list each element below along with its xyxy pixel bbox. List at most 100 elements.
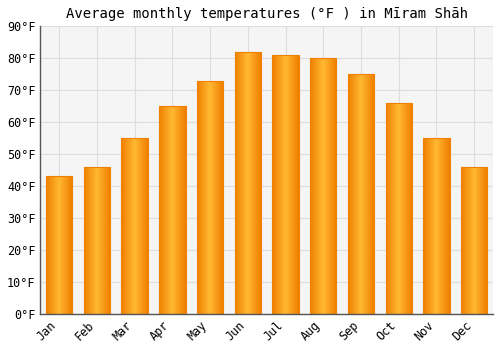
Bar bbox=[390, 103, 391, 314]
Bar bbox=[467, 167, 468, 314]
Bar bbox=[439, 138, 440, 314]
Bar bbox=[386, 103, 412, 314]
Bar bbox=[316, 58, 318, 314]
Bar bbox=[175, 106, 176, 314]
Bar bbox=[204, 80, 205, 314]
Bar bbox=[89, 167, 90, 314]
Bar bbox=[220, 80, 222, 314]
Bar bbox=[364, 74, 365, 314]
Bar bbox=[167, 106, 168, 314]
Bar bbox=[185, 106, 186, 314]
Bar bbox=[51, 176, 52, 314]
Bar bbox=[463, 167, 464, 314]
Bar bbox=[64, 176, 65, 314]
Bar bbox=[373, 74, 374, 314]
Bar bbox=[46, 176, 48, 314]
Bar bbox=[402, 103, 404, 314]
Bar bbox=[238, 52, 239, 314]
Bar bbox=[58, 176, 59, 314]
Bar bbox=[84, 167, 110, 314]
Bar bbox=[478, 167, 479, 314]
Bar bbox=[95, 167, 96, 314]
Bar bbox=[387, 103, 388, 314]
Bar bbox=[106, 167, 107, 314]
Bar bbox=[429, 138, 430, 314]
Bar bbox=[201, 80, 202, 314]
Bar bbox=[68, 176, 69, 314]
Bar bbox=[245, 52, 246, 314]
Bar bbox=[259, 52, 260, 314]
Bar bbox=[214, 80, 216, 314]
Bar bbox=[476, 167, 477, 314]
Bar bbox=[176, 106, 177, 314]
Bar bbox=[103, 167, 104, 314]
Bar bbox=[70, 176, 71, 314]
Bar bbox=[434, 138, 435, 314]
Bar bbox=[328, 58, 329, 314]
Bar bbox=[437, 138, 438, 314]
Bar bbox=[483, 167, 484, 314]
Bar bbox=[361, 74, 362, 314]
Bar bbox=[479, 167, 480, 314]
Bar bbox=[163, 106, 164, 314]
Bar bbox=[197, 80, 224, 314]
Bar bbox=[332, 58, 333, 314]
Bar bbox=[256, 52, 257, 314]
Bar bbox=[199, 80, 200, 314]
Bar bbox=[272, 55, 299, 314]
Bar bbox=[143, 138, 144, 314]
Bar bbox=[216, 80, 218, 314]
Bar bbox=[322, 58, 324, 314]
Bar bbox=[324, 58, 326, 314]
Bar bbox=[371, 74, 372, 314]
Bar bbox=[282, 55, 283, 314]
Bar bbox=[251, 52, 252, 314]
Bar bbox=[330, 58, 331, 314]
Bar bbox=[397, 103, 398, 314]
Bar bbox=[236, 52, 238, 314]
Bar bbox=[335, 58, 336, 314]
Bar bbox=[62, 176, 63, 314]
Title: Average monthly temperatures (°F ) in Mīram Shāh: Average monthly temperatures (°F ) in Mī… bbox=[66, 7, 468, 21]
Bar bbox=[91, 167, 92, 314]
Bar bbox=[212, 80, 214, 314]
Bar bbox=[471, 167, 472, 314]
Bar bbox=[171, 106, 172, 314]
Bar bbox=[93, 167, 94, 314]
Bar bbox=[298, 55, 299, 314]
Bar bbox=[296, 55, 297, 314]
Bar bbox=[389, 103, 390, 314]
Bar bbox=[424, 138, 425, 314]
Bar bbox=[348, 74, 349, 314]
Bar bbox=[406, 103, 408, 314]
Bar bbox=[240, 52, 241, 314]
Bar bbox=[441, 138, 442, 314]
Bar bbox=[359, 74, 360, 314]
Bar bbox=[464, 167, 465, 314]
Bar bbox=[473, 167, 474, 314]
Bar bbox=[85, 167, 86, 314]
Bar bbox=[288, 55, 289, 314]
Bar bbox=[84, 167, 85, 314]
Bar bbox=[59, 176, 60, 314]
Bar bbox=[436, 138, 437, 314]
Bar bbox=[108, 167, 109, 314]
Bar bbox=[100, 167, 101, 314]
Bar bbox=[144, 138, 145, 314]
Bar bbox=[169, 106, 170, 314]
Bar bbox=[349, 74, 350, 314]
Bar bbox=[273, 55, 274, 314]
Bar bbox=[372, 74, 373, 314]
Bar bbox=[331, 58, 332, 314]
Bar bbox=[122, 138, 148, 314]
Bar bbox=[369, 74, 370, 314]
Bar bbox=[447, 138, 448, 314]
Bar bbox=[327, 58, 328, 314]
Bar bbox=[470, 167, 471, 314]
Bar bbox=[258, 52, 259, 314]
Bar bbox=[442, 138, 443, 314]
Bar bbox=[356, 74, 357, 314]
Bar bbox=[465, 167, 466, 314]
Bar bbox=[205, 80, 206, 314]
Bar bbox=[54, 176, 55, 314]
